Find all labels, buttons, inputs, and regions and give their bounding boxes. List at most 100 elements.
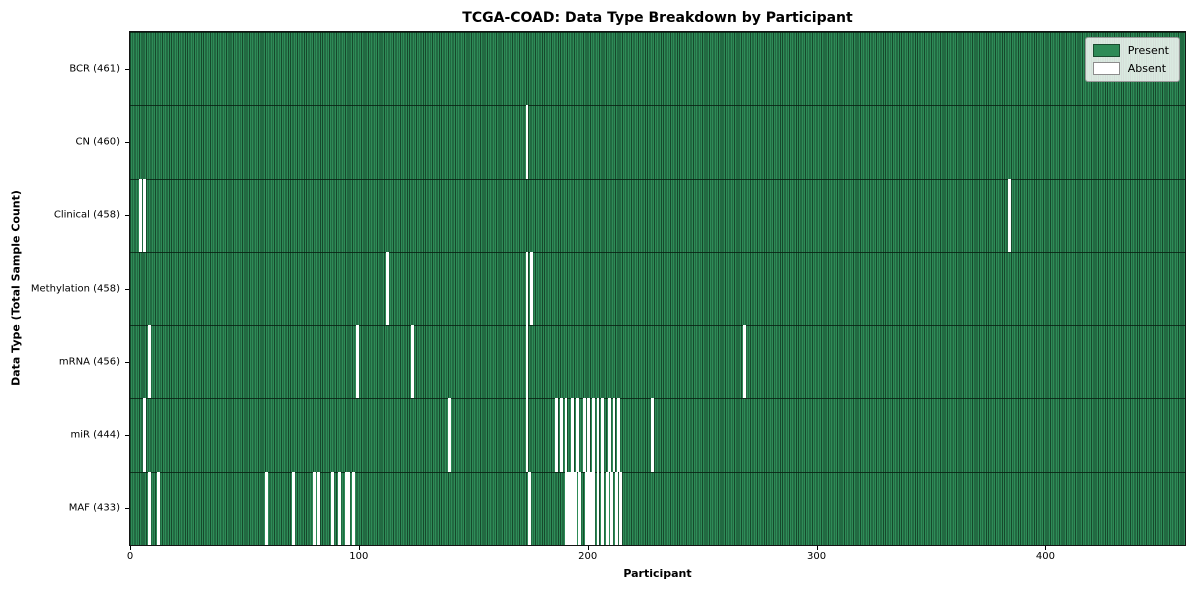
xtick-300 <box>816 546 818 550</box>
absent-mark-MAF-191 <box>566 471 570 545</box>
legend-present-swatch <box>1092 44 1120 57</box>
ytick-label-miR: miR (444) <box>70 429 120 441</box>
absent-mark-MAF-97 <box>351 471 355 545</box>
xtick-label-400: 400 <box>1035 551 1055 562</box>
absent-mark-miR-204 <box>596 398 600 472</box>
absent-mark-MAF-193 <box>571 471 575 545</box>
absent-mark-MAF-200 <box>587 471 591 545</box>
row-CN <box>130 105 1185 179</box>
x-axis-label: Participant <box>623 567 692 580</box>
xtick-label-200: 200 <box>578 551 598 562</box>
absent-mark-Methylation-173 <box>525 251 529 326</box>
y-axis-label: Data Type (Total Sample Count) <box>9 190 23 386</box>
ytick-mRNA <box>125 361 129 363</box>
absent-mark-mRNA-99 <box>356 325 360 399</box>
xtick-0 <box>130 546 131 550</box>
xtick-200 <box>587 546 589 550</box>
absent-mark-miR-188 <box>559 398 563 472</box>
ytick-label-Methylation: Methylation (458) <box>30 283 120 294</box>
absent-mark-miR-6 <box>143 398 147 472</box>
absent-mark-miR-206 <box>601 398 604 472</box>
absent-mark-mRNA-268 <box>743 325 746 399</box>
absent-mark-miR-213 <box>617 398 621 472</box>
absent-mark-MAF-88 <box>331 471 334 545</box>
absent-mark-miR-190 <box>564 398 568 472</box>
absent-mark-MAF-214 <box>619 471 623 545</box>
absent-mark-Clinical-6 <box>143 178 147 252</box>
ytick-label-BCR: BCR (461) <box>69 63 120 75</box>
absent-mark-MAF-190 <box>564 471 568 545</box>
ytick-label-CN: CN (460) <box>75 136 120 148</box>
absent-mark-MAF-196 <box>578 471 582 545</box>
legend-entry-absent: Absent <box>1092 62 1169 75</box>
absent-mark-miR-139 <box>447 398 451 472</box>
absent-mark-mRNA-123 <box>411 325 415 399</box>
ytick-miR <box>125 435 129 437</box>
xtick-label-100: 100 <box>349 551 369 562</box>
absent-mark-mRNA-173 <box>525 325 529 399</box>
chart-title: TCGA-COAD: Data Type Breakdown by Partic… <box>462 10 853 26</box>
absent-mark-MAF-8 <box>148 471 151 545</box>
legend-present-label: Present <box>1127 44 1169 57</box>
absent-mark-MAF-91 <box>337 471 341 545</box>
ytick-CN <box>125 141 129 143</box>
absent-mark-MAF-202 <box>591 471 595 545</box>
absent-mark-miR-198 <box>582 398 586 472</box>
absent-mark-MAF-210 <box>610 471 614 545</box>
absent-mark-mRNA-8 <box>148 325 151 399</box>
row-mRNA <box>130 325 1185 399</box>
xtick-400 <box>1045 546 1047 550</box>
ytick-MAF <box>125 508 129 510</box>
ytick-Methylation <box>125 288 129 290</box>
absent-mark-miR-209 <box>607 398 611 472</box>
absent-mark-MAF-192 <box>569 471 572 545</box>
absent-mark-Clinical-4 <box>138 178 142 252</box>
absent-mark-miR-202 <box>591 398 595 472</box>
absent-mark-MAF-174 <box>527 471 531 545</box>
absent-mark-MAF-194 <box>573 471 577 545</box>
xtick-label-0: 0 <box>126 551 134 562</box>
row-Clinical <box>130 178 1185 252</box>
ytick-label-Clinical: Clinical (458) <box>53 209 120 221</box>
absent-mark-miR-228 <box>651 398 655 472</box>
absent-mark-miR-173 <box>525 398 529 472</box>
ytick-BCR <box>125 68 129 70</box>
row-MAF <box>130 471 1185 545</box>
ytick-label-mRNA: mRNA (456) <box>58 356 120 368</box>
absent-mark-MAF-212 <box>614 471 618 545</box>
row-miR <box>130 398 1185 472</box>
row-Methylation <box>130 251 1185 326</box>
xtick-100 <box>358 546 360 550</box>
absent-mark-miR-193 <box>571 398 575 472</box>
absent-mark-Methylation-112 <box>386 251 389 326</box>
legend-absent-swatch <box>1092 62 1120 75</box>
absent-mark-MAF-206 <box>601 471 604 545</box>
ytick-Clinical <box>125 215 129 217</box>
absent-mark-MAF-12 <box>157 471 161 545</box>
ytick-label-MAF: MAF (433) <box>68 502 120 514</box>
absent-mark-MAF-82 <box>317 471 321 545</box>
absent-mark-miR-200 <box>587 398 591 472</box>
legend-entry-present: Present <box>1092 44 1169 57</box>
plot-area: Present Absent <box>129 31 1186 546</box>
row-BCR <box>130 32 1185 106</box>
absent-mark-Clinical-384 <box>1008 178 1012 252</box>
absent-mark-miR-211 <box>612 398 616 472</box>
absent-mark-CN-173 <box>525 105 529 179</box>
absent-mark-MAF-204 <box>596 471 600 545</box>
legend-absent-label: Absent <box>1127 62 1167 75</box>
absent-mark-MAF-80 <box>312 471 316 545</box>
absent-mark-MAF-59 <box>264 471 268 545</box>
absent-mark-miR-186 <box>555 398 559 472</box>
absent-mark-MAF-199 <box>585 471 588 545</box>
absent-mark-MAF-94 <box>344 471 348 545</box>
absent-mark-MAF-201 <box>589 471 593 545</box>
xtick-label-300: 300 <box>807 551 827 562</box>
absent-mark-miR-195 <box>575 398 579 472</box>
absent-mark-MAF-71 <box>292 471 296 545</box>
absent-mark-MAF-208 <box>605 471 609 545</box>
absent-mark-MAF-95 <box>347 471 350 545</box>
absent-mark-Methylation-175 <box>530 251 534 326</box>
legend: Present Absent <box>1084 37 1180 82</box>
